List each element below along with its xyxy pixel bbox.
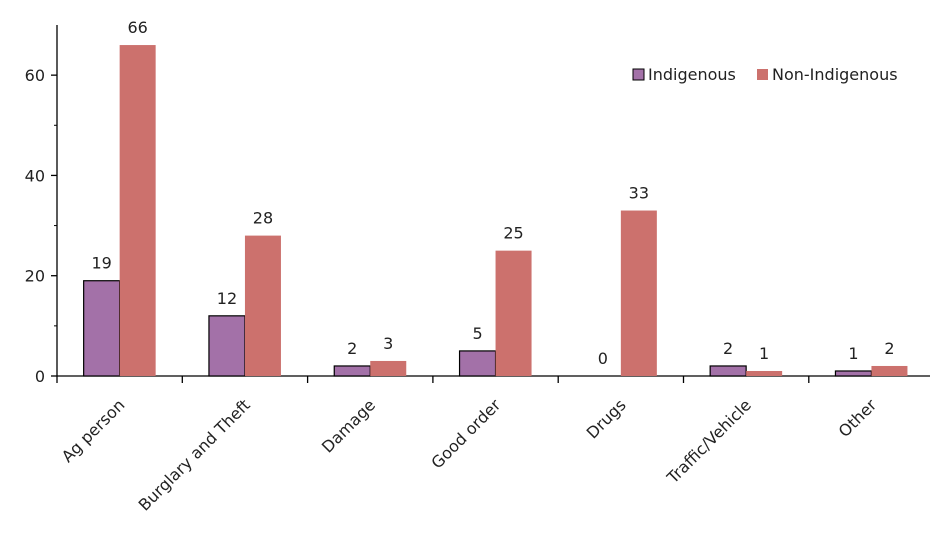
category-label: Traffic/Vehicle [663,395,755,487]
category-label: Drugs [583,395,630,442]
bar-indigenous [458,350,497,377]
legend-label-non-indigenous: Non-Indigenous [772,65,898,84]
category-label: Burglary and Theft [135,395,254,514]
bar-indigenous [333,365,371,377]
data-label: 25 [503,224,523,243]
data-label: 33 [629,184,649,203]
data-label: 2 [884,339,894,358]
bar-non-indigenous [620,210,657,376]
y-tick-label: 20 [25,267,45,286]
bar-non-indigenous [244,235,281,376]
legend-label-indigenous: Indigenous [648,65,736,84]
data-label: 0 [598,349,608,368]
data-label: 2 [347,339,357,358]
data-label: 3 [383,334,393,353]
data-label: 19 [91,254,111,273]
legend-swatch-indigenous [632,68,645,81]
bar-indigenous [208,315,246,377]
bar-indigenous [834,370,873,377]
y-tick-label: 0 [35,367,45,386]
legend: Indigenous Non-Indigenous [632,65,898,84]
data-label: 1 [759,344,769,363]
bar-non-indigenous [370,360,407,376]
bar-non-indigenous [119,45,156,377]
bar-indigenous [83,280,121,377]
category-labels: Ag person Burglary and Theft Damage Good or… [58,395,881,514]
bar-non-indigenous [495,250,532,376]
bar-non-indigenous [746,370,783,376]
data-label: 12 [217,289,237,308]
data-label: 1 [848,344,858,363]
y-tick-label: 40 [25,166,45,185]
legend-swatch-non-indigenous [757,69,768,80]
category-label: Good order [427,395,504,472]
bars [83,45,908,377]
y-tick-label: 60 [25,66,45,85]
bar-non-indigenous [871,365,908,376]
bar-indigenous [709,365,747,377]
data-label: 28 [253,209,273,228]
data-label: 2 [723,339,733,358]
data-label: 5 [472,324,482,343]
category-label: Other [835,395,881,441]
data-label: 66 [127,18,147,37]
category-label: Damage [318,395,379,456]
category-label: Ag person [58,395,129,466]
